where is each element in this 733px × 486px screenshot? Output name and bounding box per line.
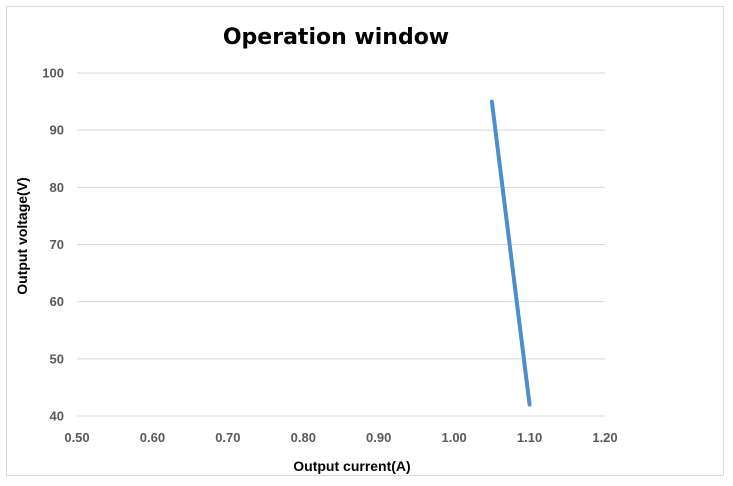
x-tick-label: 0.60	[140, 430, 165, 445]
x-axis-title: Output current(A)	[293, 458, 410, 474]
x-axis-ticks: 0.50 0.60 0.70 0.80 0.90 1.00 1.10 1.20	[64, 430, 617, 445]
y-tick-label: 60	[50, 294, 64, 309]
x-tick-label: 0.50	[64, 430, 89, 445]
x-tick-label: 1.00	[441, 430, 466, 445]
y-tick-label: 50	[50, 351, 64, 366]
y-tick-label: 100	[42, 66, 64, 81]
y-tick-label: 80	[50, 180, 64, 195]
y-tick-label: 90	[50, 123, 64, 138]
x-tick-label: 0.80	[291, 430, 316, 445]
y-axis-ticks: 40 50 60 70 80 90 100	[42, 66, 64, 424]
x-tick-label: 1.10	[517, 430, 542, 445]
y-tick-label: 40	[50, 409, 64, 424]
x-tick-label: 0.90	[366, 430, 391, 445]
x-tick-label: 1.20	[592, 430, 617, 445]
y-axis-title: Output voltage(V)	[14, 177, 30, 294]
x-tick-label: 0.70	[215, 430, 240, 445]
series-line-0	[489, 99, 532, 407]
y-tick-label: 70	[50, 237, 64, 252]
chart-frame	[6, 6, 724, 476]
gridlines	[77, 72, 605, 417]
series-layer	[489, 99, 532, 407]
chart-title: Operation window	[223, 25, 449, 50]
